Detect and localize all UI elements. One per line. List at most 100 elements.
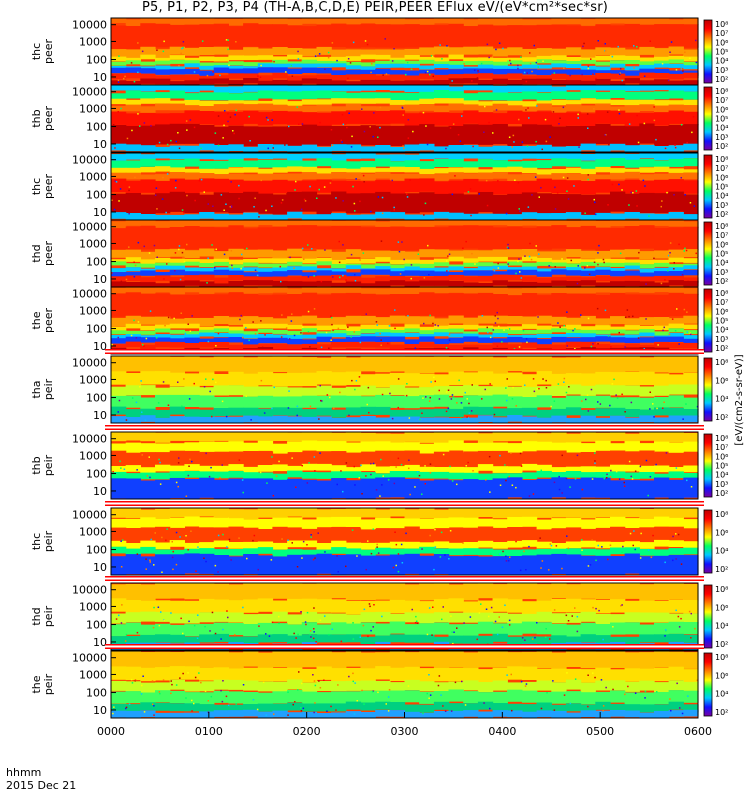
y-tick-label: 10 [93,71,107,84]
noise-pixel [692,116,695,118]
spectrogram-cell [213,408,229,416]
spectrogram-cell [507,174,523,181]
spectrogram-cell [565,180,582,194]
spectrogram-cell [683,194,699,215]
noise-pixel [656,407,658,410]
spectrogram-cell [433,417,450,423]
noise-pixel [174,270,176,272]
noise-pixel [643,122,646,125]
spectrogram-cell [404,178,420,192]
noise-pixel [306,482,309,484]
noise-pixel [241,253,243,256]
noise-pixel [198,180,201,182]
spectrogram-cell [668,583,684,600]
noise-pixel [608,198,611,200]
noise-pixel [590,388,593,391]
noise-pixel [280,336,283,338]
noise-pixel [394,531,396,533]
spectrogram-cell [257,334,274,338]
spectrogram-cell [565,598,582,613]
spectrogram-cell [243,583,259,600]
spectrogram-cell [551,408,567,417]
x-tick-label: 0600 [684,725,712,738]
spectrogram-cell [316,99,332,105]
noise-pixel [337,684,339,686]
spectrogram-cell [507,316,523,324]
spectrogram-cell [111,105,127,113]
spectrogram-cell [375,317,391,326]
spectrogram-cell [463,406,479,415]
noise-pixel [324,615,326,617]
spectrogram-cell [565,281,582,287]
noise-pixel [153,705,155,707]
spectrogram-cell [140,667,156,682]
spectrogram-cell [463,356,479,372]
spectrogram-cell [419,417,435,423]
noise-pixel [488,121,490,124]
spectrogram-cell [419,668,435,682]
spectrogram-cell [213,104,229,111]
noise-pixel [281,538,283,540]
spectrogram-cell [140,385,156,396]
spectrogram-cell [155,508,171,519]
noise-pixel [672,535,674,538]
spectrogram-cell [610,432,626,442]
spectrogram-cell [389,336,406,342]
spectrogram-cell [375,110,391,125]
noise-pixel [452,642,454,645]
noise-pixel [559,128,561,130]
spectrogram-cell [125,548,141,556]
noise-pixel [177,462,180,464]
spectrogram-cell [111,143,127,151]
spectrogram-cell [199,692,215,705]
spectrogram-cell [199,56,215,62]
spectrogram-cell [419,336,435,342]
spectrogram-cell [551,518,567,529]
spectrogram-cell [316,226,332,250]
noise-pixel [320,399,322,402]
spectrogram-cell [624,220,640,226]
spectrogram-cell [536,702,552,711]
spectrogram-cell [316,344,332,350]
spectrogram-cell [316,453,332,468]
y-tick-label: 1000 [79,304,107,317]
spectrogram-cell [536,55,552,61]
spectrogram-cell [404,104,420,112]
noise-pixel [633,67,635,69]
spectrogram-cell [565,220,582,228]
spectrogram-cell [169,634,185,643]
spectrogram-cell [287,712,303,718]
noise-pixel [271,205,273,207]
spectrogram-cell [301,48,318,57]
noise-pixel [490,553,492,555]
noise-pixel [635,190,638,192]
spectrogram-cell [345,432,362,442]
noise-pixel [459,140,462,142]
panel-product-label: peir [42,378,55,400]
spectrogram-cell [668,264,684,269]
spectrogram-cell [360,336,376,342]
spectrogram-cell [272,710,288,718]
spectrogram-cell [184,80,200,85]
noise-pixel [365,475,367,477]
noise-pixel [481,315,484,317]
noise-pixel [313,628,315,630]
spectrogram-cell [257,18,274,26]
spectrogram-cell [140,277,156,283]
noise-pixel [347,326,349,328]
spectrogram-cell [287,294,303,318]
spectrogram-cell [184,214,200,220]
spectrogram-cell [360,529,376,543]
spectrogram-cell [565,167,582,174]
spectrogram-cell [683,226,699,251]
noise-pixel [350,336,352,338]
spectrogram-cell [668,407,684,416]
noise-pixel [253,534,256,537]
noise-pixel [238,184,240,187]
spectrogram-cell [375,623,391,636]
spectrogram-cell [360,74,376,80]
spectrogram-cell [565,624,582,637]
spectrogram-cell [184,712,200,718]
noise-pixel [524,255,526,257]
spectrogram-cell [595,528,611,543]
